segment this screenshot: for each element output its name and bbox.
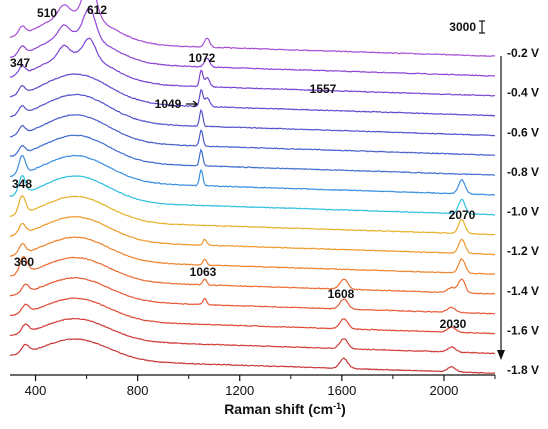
- spectrum-line-1: [10, 7, 496, 77]
- potential-label-0: -0.2 V: [507, 46, 539, 60]
- spectrum-line-7: [9, 154, 496, 196]
- potential-label-8: -1.0 V: [507, 205, 539, 219]
- peak-label-348: 348: [12, 177, 32, 191]
- x-tick-label-0: 400: [25, 383, 47, 398]
- potential-labels: -0.2 V -0.4 V -0.6 V -0.8 V -1.0 V -1.2 V -1.4…: [507, 46, 539, 377]
- spectrum-line-6: [9, 134, 496, 176]
- potential-label-14: -1.6 V: [507, 323, 539, 337]
- x-tick-label-2: 1200: [225, 383, 254, 398]
- spectrum-line-13: [9, 276, 496, 315]
- x-tick-label-4: 2000: [429, 383, 458, 398]
- x-tick-label-1: 800: [127, 383, 149, 398]
- spectrum-line-10: [10, 215, 496, 256]
- potential-label-10: -1.2 V: [507, 244, 539, 258]
- spectrum-line-8: [9, 175, 496, 216]
- potential-label-6: -0.8 V: [507, 165, 539, 179]
- peak-label-1608: 1608: [328, 287, 355, 301]
- peak-label-360: 360: [14, 255, 34, 269]
- spectrum-line-12: [9, 255, 496, 295]
- scale-bar: 3000: [449, 20, 485, 34]
- peak-label-612: 612: [87, 3, 107, 17]
- spectrum-line-11: [9, 236, 496, 276]
- spectra-curves: [9, 0, 496, 375]
- peak-label-1063: 1063: [190, 265, 217, 279]
- spectrum-line-5: [9, 114, 496, 156]
- peak-label-1072: 1072: [189, 51, 216, 65]
- peak-label-2070: 2070: [449, 208, 476, 222]
- spectrum-line-4: [10, 93, 496, 137]
- spectrum-line-14: [10, 297, 496, 335]
- spectrum-line-15: [9, 317, 496, 355]
- peak-label-1049: 1049: [155, 97, 182, 111]
- peak-label-1557: 1557: [310, 82, 337, 96]
- potential-label-12: -1.4 V: [507, 284, 539, 298]
- scale-bar-label: 3000: [449, 20, 476, 34]
- peak-label-2030: 2030: [440, 317, 467, 331]
- spectrum-line-0: [9, 0, 496, 57]
- peak-label-347: 347: [10, 56, 30, 70]
- potential-arrow: [497, 56, 505, 360]
- spectrum-line-16: [9, 338, 496, 375]
- x-axis-title: Raman shift (cm-1): [224, 401, 346, 417]
- spectrum-line-9: [9, 194, 496, 236]
- x-axis: 400 800 1200 1600 2000: [10, 374, 496, 398]
- peak-annotations: 510 612 347 1072 1557 1049 348 2070 360 1063 1608 2…: [10, 3, 476, 331]
- potential-label-4: -0.6 V: [507, 125, 539, 139]
- potential-label-2: -0.4 V: [507, 86, 539, 100]
- x-tick-label-3: 1600: [327, 383, 356, 398]
- peak-arrow-1049: [186, 100, 198, 108]
- spectrum-line-3: [9, 73, 496, 117]
- spectrum-line-2: [10, 37, 495, 97]
- peak-label-510: 510: [37, 6, 57, 20]
- potential-label-16: -1.8 V: [507, 363, 539, 377]
